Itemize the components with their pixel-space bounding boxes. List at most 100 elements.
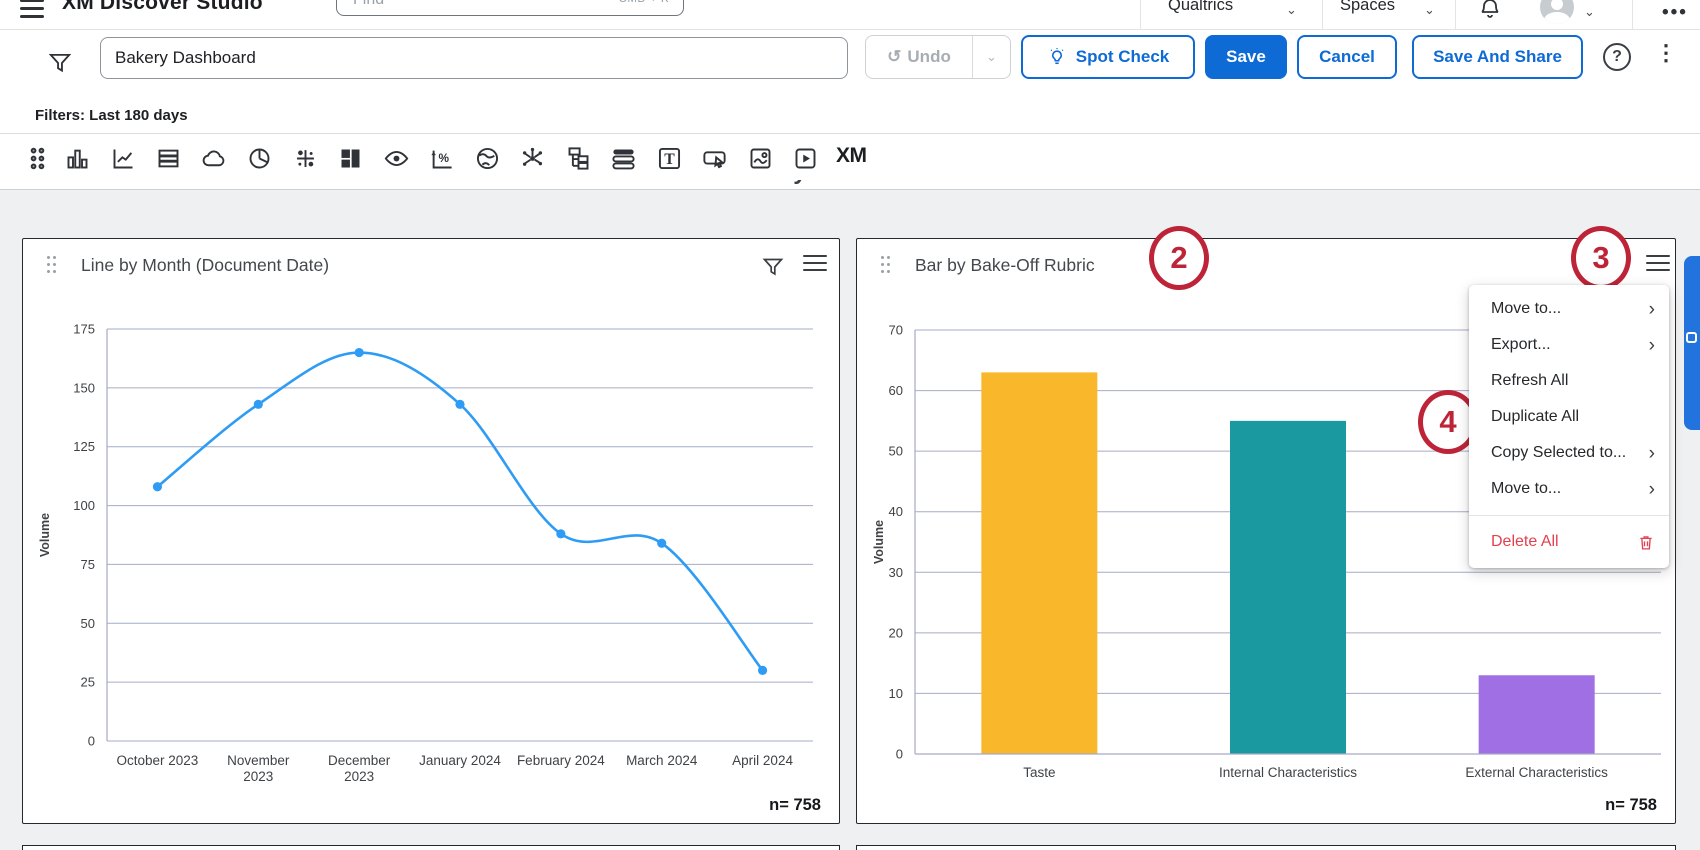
save-button[interactable]: Save — [1205, 35, 1287, 79]
filters-bar: Filters: Last 180 days — [0, 95, 1700, 134]
svg-text:October 2023: October 2023 — [117, 753, 199, 768]
app-title: XM Discover Studio — [62, 0, 263, 15]
svg-text:%: % — [438, 150, 449, 164]
svg-text:175: 175 — [73, 322, 95, 337]
spaces-dropdown[interactable]: Spaces — [1340, 0, 1395, 15]
menu-item-duplicate-all[interactable]: Duplicate All — [1469, 399, 1669, 435]
topbar-divider — [1455, 0, 1456, 30]
svg-text:75: 75 — [81, 557, 95, 572]
video-icon[interactable] — [790, 143, 820, 173]
chevron-down-icon[interactable]: ⌄ — [1286, 2, 1297, 18]
svg-text:February 2024: February 2024 — [517, 753, 605, 768]
dashboard-filter-icon[interactable] — [44, 48, 76, 78]
image-icon[interactable] — [745, 143, 775, 173]
help-button[interactable]: ? — [1603, 43, 1631, 71]
button-selector-icon[interactable] — [699, 143, 729, 173]
chevron-right-icon: › — [1649, 444, 1655, 463]
next-widget-edge — [22, 845, 840, 850]
widget-menu-icon[interactable] — [803, 255, 827, 277]
svg-text:T: T — [664, 151, 675, 168]
line-chart-svg: 0255075100125150175VolumeOctober 2023Nov… — [33, 299, 831, 789]
side-panel-tab[interactable] — [1684, 256, 1700, 430]
line-chart-widget[interactable]: Line by Month (Document Date) 0 25 50 75 100… — [22, 238, 840, 824]
save-and-share-button[interactable]: Save And Share — [1412, 35, 1583, 79]
globe-icon[interactable] — [472, 143, 502, 173]
more-options-icon[interactable]: ••• — [1662, 2, 1688, 24]
svg-text:30: 30 — [889, 565, 903, 580]
chevron-right-icon: › — [1649, 480, 1655, 499]
svg-text:0: 0 — [88, 734, 95, 749]
hierarchy-icon[interactable] — [563, 143, 593, 173]
screen: XM Discover Studio Find CMD + K Qualtric… — [0, 0, 1700, 850]
user-avatar[interactable] — [1540, 0, 1574, 24]
widget-title: Line by Month (Document Date) — [81, 255, 329, 276]
chevron-right-icon: › — [1649, 336, 1655, 355]
svg-text:External Characteristics: External Characteristics — [1465, 765, 1608, 780]
undo-button[interactable]: ↺Undo — [866, 36, 972, 78]
undo-dropdown-chevron-icon[interactable]: ⌄ — [973, 36, 1010, 78]
menu-item-delete-all[interactable]: Delete All — [1469, 524, 1669, 560]
topbar-divider — [1140, 0, 1141, 30]
widget-filter-icon[interactable] — [759, 253, 787, 281]
network-icon[interactable] — [517, 143, 547, 173]
cancel-button[interactable]: Cancel — [1297, 35, 1397, 79]
kebab-menu-icon[interactable]: ⋮ — [1655, 40, 1677, 66]
xm-logo: XM — [836, 144, 867, 168]
svg-text:150: 150 — [73, 380, 95, 395]
svg-text:Volume: Volume — [872, 520, 886, 564]
notifications-bell-icon[interactable] — [1478, 0, 1502, 26]
pie-chart-icon[interactable] — [244, 143, 274, 173]
widget-menu-icon[interactable] — [1646, 255, 1670, 277]
annotation-step-3: 3 — [1571, 226, 1631, 290]
svg-text:January 2024: January 2024 — [419, 753, 501, 768]
stacked-bars-icon[interactable] — [608, 143, 638, 173]
widget-toolbar: XM % T — [0, 134, 1700, 180]
widget-drag-handle-icon[interactable] — [881, 256, 893, 276]
drag-handle-icon[interactable] — [22, 143, 52, 173]
undo-icon: ↺ — [887, 47, 901, 67]
menu-item-export[interactable]: Export...› — [1469, 327, 1669, 363]
find-shortcut-hint: CMD + K — [619, 0, 669, 5]
svg-text:Internal Characteristics: Internal Characteristics — [1219, 765, 1357, 780]
find-search-input[interactable]: Find CMD + K — [336, 0, 684, 16]
menu-item-move-to[interactable]: Move to...› — [1469, 291, 1669, 327]
menu-item-move-to[interactable]: Move to...› — [1469, 471, 1669, 507]
word-cloud-icon[interactable] — [199, 143, 229, 173]
menu-item-refresh-all[interactable]: Refresh All — [1469, 363, 1669, 399]
hamburger-menu-icon[interactable] — [20, 0, 44, 18]
table-icon[interactable] — [153, 143, 183, 173]
text-box-icon[interactable]: T — [654, 143, 684, 173]
undo-split-button[interactable]: ↺Undo ⌄ — [865, 35, 1011, 79]
svg-text:25: 25 — [81, 675, 95, 690]
line-chart-icon[interactable] — [108, 143, 138, 173]
widget-title: Bar by Bake-Off Rubric — [915, 255, 1095, 276]
topbar-divider — [1322, 0, 1323, 30]
widget-context-menu: Move to...›Export...›Refresh AllDuplicat… — [1469, 285, 1669, 568]
svg-text:50: 50 — [889, 444, 903, 459]
next-widget-edge — [856, 845, 1676, 850]
svg-text:50: 50 — [81, 616, 95, 631]
top-bar: XM Discover Studio Find CMD + K Qualtric… — [0, 0, 1700, 30]
trash-icon — [1637, 533, 1655, 552]
dashboard-layout-icon[interactable] — [335, 143, 365, 173]
panel-icon — [1686, 332, 1697, 343]
svg-text:100: 100 — [73, 498, 95, 513]
chevron-down-icon[interactable]: ⌄ — [1424, 2, 1435, 18]
widget-drag-handle-icon[interactable] — [47, 256, 59, 276]
find-placeholder: Find — [353, 0, 384, 9]
bar-chart-icon[interactable] — [62, 143, 92, 173]
scatter-plot-icon[interactable] — [290, 143, 320, 173]
chevron-down-icon[interactable]: ⌄ — [1584, 4, 1595, 20]
svg-text:10: 10 — [889, 686, 903, 701]
spot-check-button[interactable]: Spot Check — [1021, 35, 1195, 79]
dashboard-name-input[interactable] — [100, 37, 848, 79]
qualtrics-dropdown[interactable]: Qualtrics — [1168, 0, 1233, 15]
sample-size-label: n= 758 — [1605, 796, 1657, 815]
preview-eye-icon[interactable] — [381, 143, 411, 173]
svg-text:April 2024: April 2024 — [732, 753, 793, 768]
annotation-step-2: 2 — [1149, 226, 1209, 290]
metric-percent-icon[interactable]: % — [426, 143, 456, 173]
svg-text:40: 40 — [889, 504, 903, 519]
menu-item-copy-selected-to[interactable]: Copy Selected to...› — [1469, 435, 1669, 471]
svg-text:60: 60 — [889, 383, 903, 398]
